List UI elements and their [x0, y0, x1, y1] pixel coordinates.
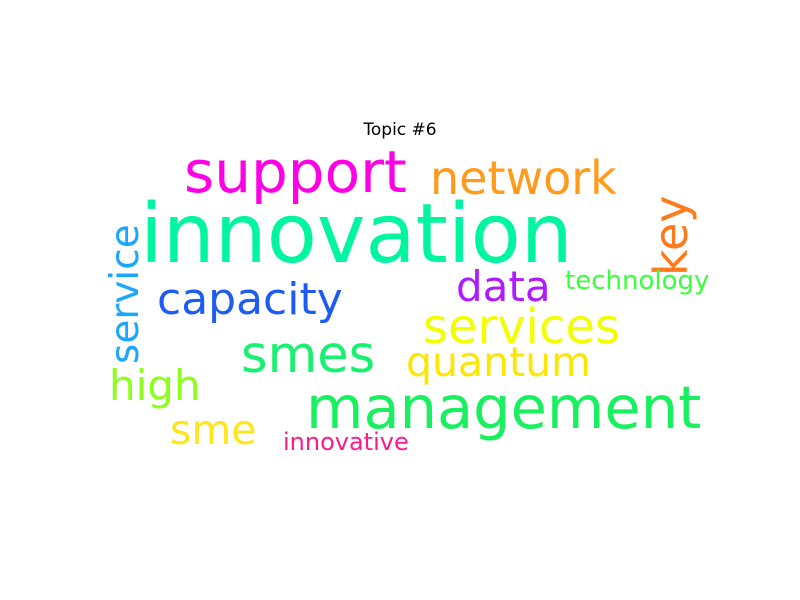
- word-support: support: [184, 138, 407, 206]
- word-network: network: [430, 151, 617, 205]
- word-sme: sme: [170, 406, 257, 454]
- word-data: data: [456, 262, 551, 311]
- chart-title: Topic #6: [363, 120, 437, 140]
- word-technology: technology: [565, 266, 710, 296]
- word-innovation: innovation: [140, 187, 573, 282]
- word-capacity: capacity: [157, 274, 343, 325]
- word-smes: smes: [241, 326, 376, 385]
- word-innovative: innovative: [283, 428, 409, 456]
- word-service: service: [103, 224, 148, 364]
- word-services: services: [423, 299, 620, 355]
- word-key: key: [644, 195, 698, 276]
- word-high: high: [109, 361, 201, 410]
- word-quantum: quantum: [406, 338, 592, 386]
- word-management: management: [306, 373, 702, 442]
